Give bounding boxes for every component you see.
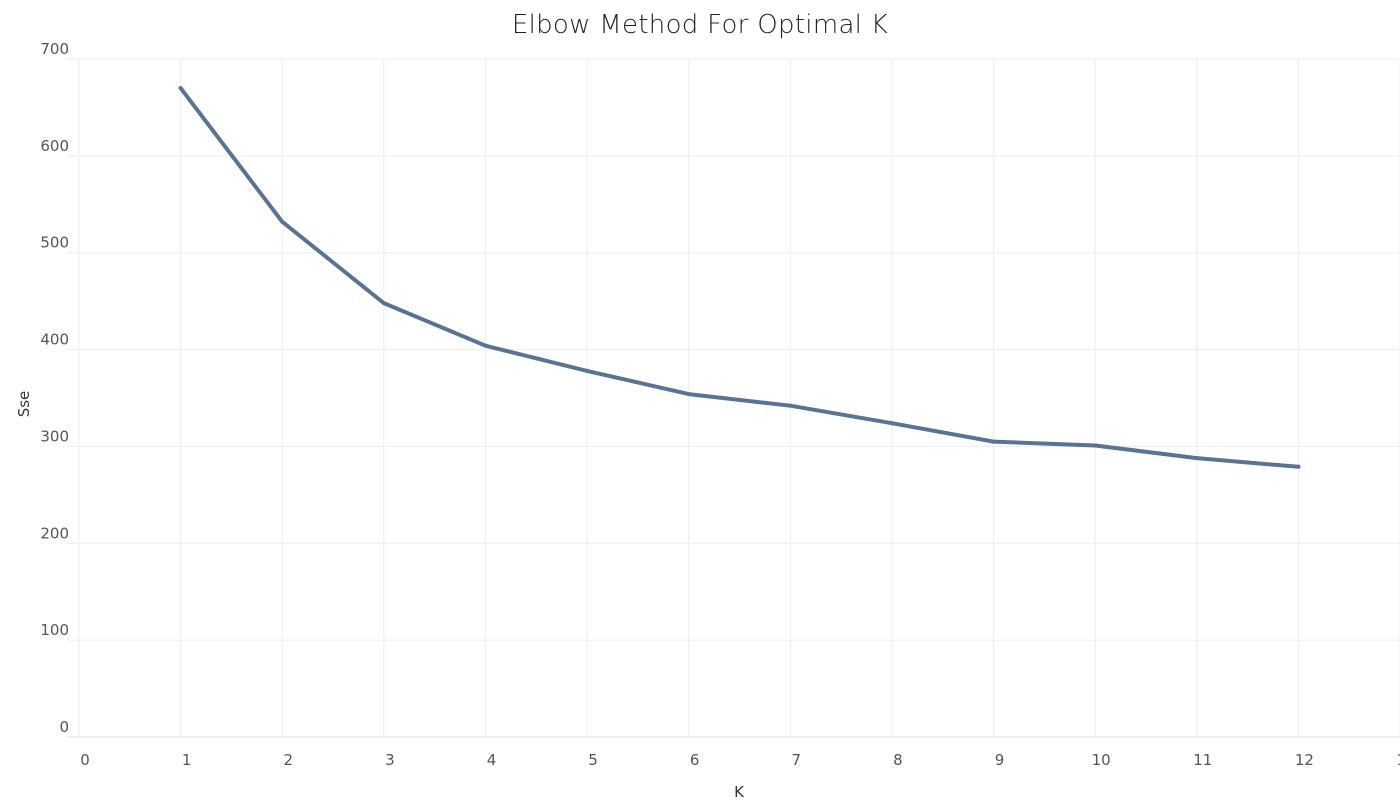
data-point (686, 392, 691, 397)
y-tick-label: 600 (40, 137, 69, 155)
y-tick-label: 0 (59, 718, 69, 736)
data-point (585, 368, 590, 373)
x-tick-label: 6 (690, 751, 700, 769)
y-tick-label: 200 (40, 524, 69, 542)
x-tick-label: 8 (893, 751, 903, 769)
data-point (1194, 456, 1199, 461)
x-tick-label: 3 (385, 751, 395, 769)
axes: 0123456789101112130100200300400500600700 (40, 40, 1400, 769)
series-layer (178, 86, 1301, 469)
series-line (178, 86, 1301, 469)
x-tick-label: 0 (80, 751, 90, 769)
data-point (178, 86, 183, 91)
data-point (991, 439, 996, 444)
data-point (483, 343, 488, 348)
y-axis-label: Sse (15, 391, 33, 418)
x-tick-label: 2 (283, 751, 293, 769)
y-tick-label: 300 (40, 427, 69, 445)
x-tick-label: 1 (182, 751, 192, 769)
data-point (788, 403, 793, 408)
data-point (889, 421, 894, 426)
x-tick-label: 10 (1092, 751, 1111, 769)
x-tick-label: 13 (1396, 751, 1400, 769)
chart-title: Elbow Method For Optimal K (511, 10, 889, 40)
data-point (1093, 443, 1098, 448)
y-tick-label: 700 (40, 40, 69, 58)
x-tick-label: 4 (487, 751, 497, 769)
y-tick-label: 500 (40, 234, 69, 252)
x-tick-label: 12 (1295, 751, 1314, 769)
data-point (1296, 464, 1301, 469)
x-tick-label: 5 (588, 751, 598, 769)
x-tick-label: 9 (995, 751, 1005, 769)
y-tick-label: 100 (40, 621, 69, 639)
x-axis-label: K (734, 783, 745, 801)
x-tick-label: 11 (1193, 751, 1212, 769)
data-point (280, 219, 285, 224)
x-tick-label: 7 (792, 751, 802, 769)
data-point (381, 301, 386, 306)
y-tick-label: 400 (40, 331, 69, 349)
